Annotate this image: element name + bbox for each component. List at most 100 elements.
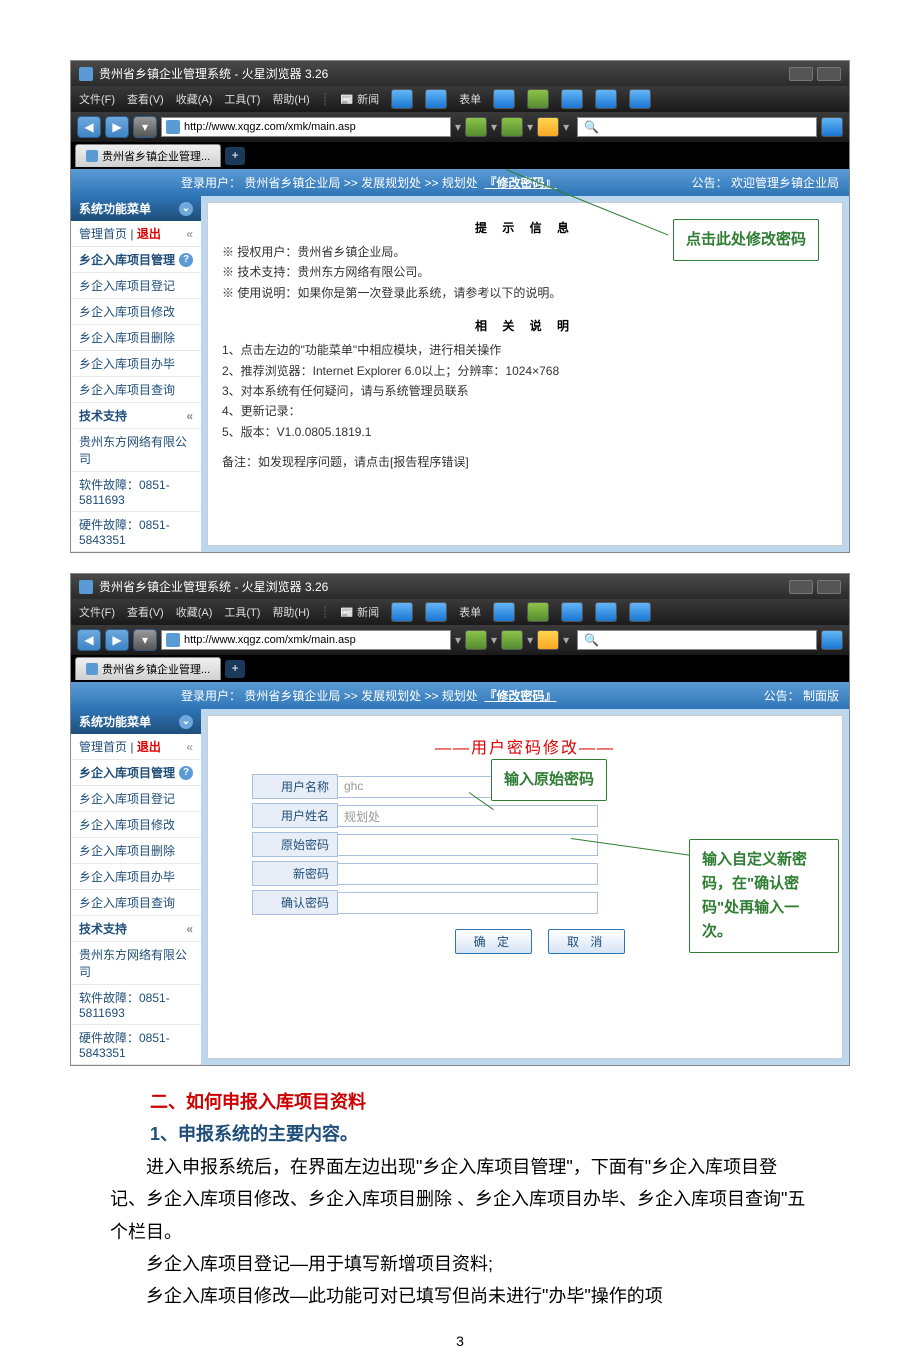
home-button[interactable] — [537, 117, 559, 137]
menu-fav[interactable]: 收藏(A) — [176, 604, 213, 620]
sidebar-item[interactable]: 乡企入库项目删除 — [71, 325, 201, 351]
menu-file[interactable]: 文件(F) — [79, 604, 115, 620]
toolbar-btn[interactable] — [391, 602, 413, 622]
forward-button[interactable]: ▶ — [105, 116, 129, 138]
menu-form[interactable]: 表单 — [459, 91, 481, 107]
screenshot-2: 贵州省乡镇企业管理系统 - 火星浏览器 3.26 文件(F) 查看(V) 收藏(… — [70, 573, 850, 1066]
sidebar-section[interactable]: 技术支持« — [71, 403, 201, 429]
sidebar-item[interactable]: 乡企入库项目登记 — [71, 786, 201, 812]
go-button[interactable] — [501, 630, 523, 650]
menu-file[interactable]: 文件(F) — [79, 91, 115, 107]
stop-button[interactable]: ▾ — [133, 629, 157, 651]
new-tab-button[interactable]: + — [225, 147, 245, 165]
search-box[interactable]: 🔍 — [577, 117, 817, 137]
change-password-link[interactable]: 『修改密码』 — [484, 687, 556, 704]
refresh-button[interactable] — [465, 630, 487, 650]
menu-view[interactable]: 查看(V) — [127, 604, 164, 620]
back-button[interactable]: ◀ — [77, 116, 101, 138]
toolbar-btn[interactable] — [629, 89, 651, 109]
sidebar-text: 贵州东方网络有限公司 — [71, 429, 201, 472]
search-box[interactable]: 🔍 — [577, 630, 817, 650]
back-button[interactable]: ◀ — [77, 629, 101, 651]
help-icon[interactable]: ? — [179, 766, 193, 780]
menu-view[interactable]: 查看(V) — [127, 91, 164, 107]
sidebar-item[interactable]: 乡企入库项目删除 — [71, 838, 201, 864]
url-input[interactable]: http://www.xqgz.com/xmk/main.asp — [161, 630, 451, 650]
search-button[interactable] — [821, 117, 843, 137]
newpwd-input[interactable] — [338, 863, 598, 885]
menu-help[interactable]: 帮助(H) — [272, 604, 309, 620]
sidebar-item[interactable]: 乡企入库项目办毕 — [71, 351, 201, 377]
maximize-button[interactable] — [817, 67, 841, 81]
info-subtitle: 相 关 说 明 — [222, 317, 828, 334]
stop-button[interactable]: ▾ — [133, 116, 157, 138]
toolbar-btn[interactable] — [561, 602, 583, 622]
toolbar-btn[interactable] — [425, 602, 447, 622]
menu-help[interactable]: 帮助(H) — [272, 91, 309, 107]
sidebar-text: 硬件故障：0851-5843351 — [71, 512, 201, 552]
collapse-icon[interactable]: « — [186, 922, 193, 936]
window-title: 贵州省乡镇企业管理系统 - 火星浏览器 3.26 — [99, 65, 328, 82]
home-button[interactable] — [537, 630, 559, 650]
toolbar-btn[interactable] — [595, 89, 617, 109]
go-button[interactable] — [501, 117, 523, 137]
logout-link[interactable]: 退出 — [137, 738, 161, 755]
maximize-button[interactable] — [817, 580, 841, 594]
minimize-button[interactable] — [789, 580, 813, 594]
menu-tools[interactable]: 工具(T) — [224, 91, 260, 107]
collapse-icon[interactable]: « — [186, 227, 193, 241]
collapse-icon[interactable]: « — [186, 740, 193, 754]
sidebar-text: 软件故障：0851-5811693 — [71, 472, 201, 512]
browser-tab[interactable]: 贵州省乡镇企业管理... — [75, 657, 221, 680]
sidebar-item[interactable]: 乡企入库项目修改 — [71, 812, 201, 838]
sidebar-header[interactable]: 系统功能菜单⌄ — [71, 709, 201, 734]
ok-button[interactable]: 确 定 — [455, 929, 532, 954]
toolbar-btn[interactable] — [391, 89, 413, 109]
oldpwd-input[interactable] — [338, 834, 598, 856]
tab-icon — [86, 663, 98, 675]
toolbar-btn[interactable] — [493, 89, 515, 109]
menu-form[interactable]: 表单 — [459, 604, 481, 620]
toolbar-btn[interactable] — [595, 602, 617, 622]
search-button[interactable] — [821, 630, 843, 650]
confirm-input[interactable] — [338, 892, 598, 914]
sidebar-item[interactable]: 乡企入库项目查询 — [71, 377, 201, 403]
collapse-icon[interactable]: ⌄ — [179, 715, 193, 729]
sidebar-section[interactable]: 技术支持« — [71, 916, 201, 942]
doc-paragraph: 乡企入库项目修改—此功能可对已填写但尚未进行"办毕"操作的项 — [110, 1280, 810, 1312]
forward-button[interactable]: ▶ — [105, 629, 129, 651]
minimize-button[interactable] — [789, 67, 813, 81]
sidebar-text: 硬件故障：0851-5843351 — [71, 1025, 201, 1065]
menu-news[interactable]: 📰 新闻 — [340, 91, 379, 107]
sidebar-item[interactable]: 乡企入库项目登记 — [71, 273, 201, 299]
sidebar-item[interactable]: 乡企入库项目修改 — [71, 299, 201, 325]
collapse-icon[interactable]: ⌄ — [179, 202, 193, 216]
logout-link[interactable]: 退出 — [137, 225, 161, 242]
toolbar-btn[interactable] — [629, 602, 651, 622]
browser-tab[interactable]: 贵州省乡镇企业管理... — [75, 144, 221, 167]
url-input[interactable]: http://www.xqgz.com/xmk/main.asp — [161, 117, 451, 137]
collapse-icon[interactable]: « — [186, 409, 193, 423]
menu-fav[interactable]: 收藏(A) — [176, 91, 213, 107]
sidebar-item[interactable]: 乡企入库项目查询 — [71, 890, 201, 916]
sidebar-text: 软件故障：0851-5811693 — [71, 985, 201, 1025]
sidebar-header[interactable]: 系统功能菜单⌄ — [71, 196, 201, 221]
toolbar-btn[interactable] — [561, 89, 583, 109]
toolbar-btn[interactable] — [527, 602, 549, 622]
toolbar-btn[interactable] — [493, 602, 515, 622]
change-password-link[interactable]: 『修改密码』 — [484, 174, 556, 191]
sidebar-section[interactable]: 乡企入库项目管理? — [71, 760, 201, 786]
menu-tools[interactable]: 工具(T) — [224, 604, 260, 620]
sidebar-home[interactable]: 管理首页 | 退出« — [71, 734, 201, 760]
toolbar-btn[interactable] — [527, 89, 549, 109]
sidebar-item[interactable]: 乡企入库项目办毕 — [71, 864, 201, 890]
sidebar-section[interactable]: 乡企入库项目管理? — [71, 247, 201, 273]
sidebar-home[interactable]: 管理首页 | 退出« — [71, 221, 201, 247]
app-header: 登录用户： 贵州省乡镇企业局 >> 发展规划处 >> 规划处 『修改密码』 公告… — [71, 169, 849, 196]
menu-news[interactable]: 📰 新闻 — [340, 604, 379, 620]
help-icon[interactable]: ? — [179, 253, 193, 267]
new-tab-button[interactable]: + — [225, 660, 245, 678]
cancel-button[interactable]: 取 消 — [548, 929, 625, 954]
toolbar-btn[interactable] — [425, 89, 447, 109]
refresh-button[interactable] — [465, 117, 487, 137]
